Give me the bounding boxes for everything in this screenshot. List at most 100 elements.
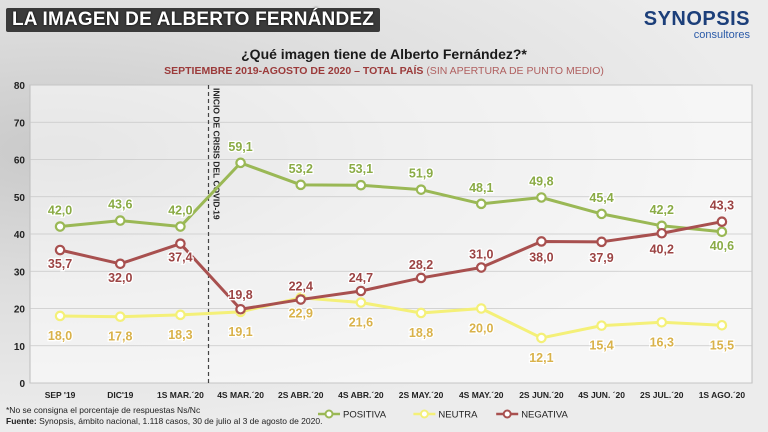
data-point-negativa — [475, 262, 487, 273]
data-label-neutra: 18,0 — [48, 329, 72, 343]
data-label-positiva: 53,1 — [349, 162, 373, 176]
legend-label-positiva: POSITIVA — [343, 410, 387, 421]
brand-sub: consultores — [693, 29, 750, 41]
data-point-positiva — [716, 226, 728, 238]
y-tick-label: 40 — [14, 230, 26, 241]
data-point-neutra — [716, 319, 728, 331]
data-point-neutra — [596, 320, 607, 331]
x-tick-label: 1S MAR.´20 — [157, 390, 204, 400]
x-tick-label: 1S AGO.´20 — [699, 390, 746, 400]
x-tick-label: 4S MAR.´20 — [217, 390, 264, 400]
data-point-positiva — [596, 208, 607, 220]
y-tick-label: 60 — [14, 156, 26, 167]
y-tick-label: 10 — [14, 342, 26, 353]
data-point-negativa — [355, 285, 367, 297]
data-point-neutra — [475, 303, 487, 314]
footnote-source-label: Fuente: — [6, 416, 37, 426]
data-label-positiva: 59,1 — [228, 140, 252, 154]
data-label-negativa: 40,2 — [650, 242, 674, 256]
data-label-negativa: 24,7 — [349, 271, 373, 285]
y-tick-label: 30 — [14, 267, 26, 278]
data-label-positiva: 45,4 — [589, 191, 613, 205]
series-line-negativa — [59, 220, 723, 311]
data-label-negativa: 28,2 — [409, 258, 433, 272]
legend-marker-negativa — [502, 409, 512, 419]
x-tick-label: 4S JUN. ´20 — [578, 390, 625, 400]
legend-label-negativa: NEGATIVA — [521, 410, 568, 421]
x-tick-label: 4S MAY.´20 — [459, 390, 504, 400]
data-label-neutra: 19,1 — [228, 325, 252, 339]
data-label-negativa: 37,4 — [168, 251, 192, 265]
data-point-positiva — [175, 221, 186, 232]
data-point-positiva — [536, 192, 547, 203]
data-point-positiva — [475, 198, 487, 210]
data-point-neutra — [175, 309, 186, 321]
data-label-neutra: 18,8 — [409, 326, 433, 340]
data-label-neutra: 15,5 — [710, 338, 734, 352]
legend-label-neutra: NEUTRA — [438, 410, 478, 421]
chart-title: ¿Qué imagen tiene de Alberto Fernández?* — [241, 46, 527, 62]
data-point-negativa — [54, 244, 66, 256]
x-tick-label: 4S ABR.´20 — [338, 390, 384, 400]
data-label-positiva: 53,2 — [289, 162, 313, 176]
data-label-neutra: 16,3 — [650, 335, 674, 349]
data-label-neutra: 15,4 — [589, 339, 613, 353]
data-point-negativa — [536, 236, 547, 247]
x-tick-label: 2S ABR.´20 — [278, 390, 324, 400]
data-label-positiva: 42,2 — [650, 203, 674, 217]
data-point-negativa — [716, 216, 728, 228]
data-label-neutra: 12,1 — [529, 351, 553, 365]
data-point-negativa — [656, 227, 668, 239]
legend-marker-neutra — [419, 409, 429, 419]
legend-marker-positiva — [324, 409, 334, 419]
y-tick-label: 50 — [14, 193, 26, 204]
data-label-positiva: 48,1 — [469, 181, 493, 195]
data-point-neutra — [415, 307, 427, 319]
data-point-positiva — [295, 179, 307, 191]
x-tick-label: 2S JUL.´20 — [640, 390, 684, 400]
series-line-neutra — [60, 296, 722, 340]
data-point-neutra — [536, 332, 547, 344]
x-tick-label: SEP '19 — [45, 390, 76, 400]
chart-subtitle: SEPTIEMBRE 2019-AGOSTO DE 2020 – TOTAL P… — [0, 65, 768, 77]
data-label-positiva: 43,6 — [108, 198, 132, 212]
page-title: LA IMAGEN DE ALBERTO FERNÁNDEZ — [6, 8, 381, 32]
data-point-neutra — [54, 310, 66, 322]
y-tick-label: 20 — [14, 305, 26, 316]
data-label-negativa: 19,8 — [228, 288, 252, 302]
data-label-positiva: 40,6 — [710, 239, 734, 253]
data-label-neutra: 21,6 — [349, 316, 373, 330]
data-label-negativa: 37,9 — [589, 251, 613, 265]
data-point-neutra — [656, 316, 668, 328]
data-point-negativa — [175, 238, 186, 249]
data-label-neutra: 17,8 — [108, 330, 132, 344]
data-point-positiva — [235, 157, 246, 169]
data-point-positiva — [114, 215, 126, 226]
data-label-positiva: 42,0 — [168, 204, 192, 218]
data-label-negativa: 31,0 — [469, 248, 493, 262]
x-tick-label: 2S MAY.´20 — [399, 390, 444, 400]
chart-subtitle-note: (SIN APERTURA DE PUNTO MEDIO) — [426, 65, 604, 77]
x-tick-label: DIC'19 — [107, 390, 133, 400]
data-label-negativa: 22,4 — [289, 280, 313, 294]
data-label-neutra: 22,9 — [289, 307, 313, 321]
data-label-negativa: 35,7 — [48, 257, 72, 271]
covid-annotation: INICIO DE CRISIS DEL COVID-19 — [212, 88, 222, 220]
chart-subtitle-main: SEPTIEMBRE 2019-AGOSTO DE 2020 – TOTAL P… — [164, 65, 424, 77]
x-tick-label: 2S JUN.´20 — [519, 390, 564, 400]
data-label-positiva: 51,9 — [409, 167, 433, 181]
brand-name: SYNOPSIS — [643, 8, 750, 30]
data-point-positiva — [54, 221, 66, 232]
data-label-negativa: 43,3 — [710, 199, 734, 213]
brand-logo: SYNOPSIS consultores — [644, 8, 750, 41]
data-point-negativa — [114, 258, 126, 270]
data-point-negativa — [415, 272, 427, 284]
data-point-neutra — [114, 311, 126, 322]
y-tick-label: 70 — [14, 118, 26, 129]
footnote-source: Fuente: Synopsis, ámbito nacional, 1.118… — [6, 416, 322, 427]
data-label-positiva: 49,8 — [529, 174, 553, 188]
data-label-positiva: 42,0 — [48, 204, 72, 218]
footnotes: *No se consigna el porcentaje de respues… — [6, 405, 322, 427]
data-point-negativa — [295, 294, 307, 305]
